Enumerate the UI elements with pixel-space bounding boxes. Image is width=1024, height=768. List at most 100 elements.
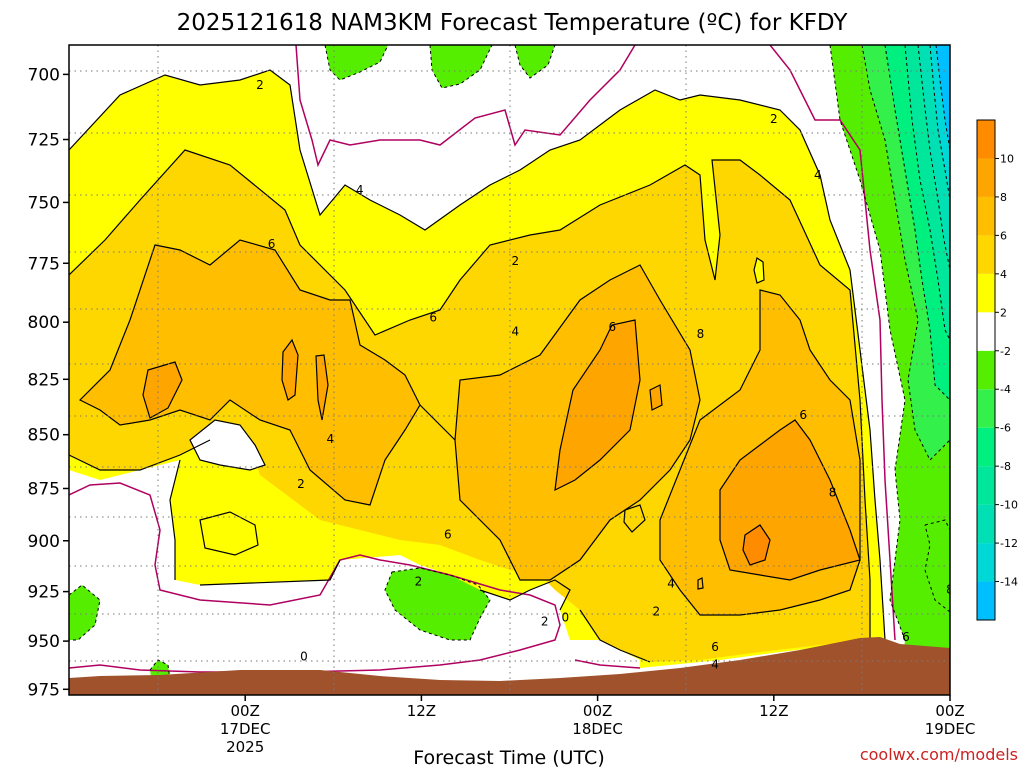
colorbar-swatch bbox=[977, 389, 995, 428]
contour-value-label: 4 bbox=[356, 183, 364, 197]
grid bbox=[69, 45, 950, 695]
region-above-6 bbox=[80, 240, 860, 615]
contour-value-label: 6 bbox=[902, 630, 910, 644]
colorbar-label: -14 bbox=[1000, 576, 1018, 589]
colorbar-swatch bbox=[977, 235, 995, 274]
pocket-yellow-right bbox=[754, 258, 764, 283]
contour-value-label: 0 bbox=[561, 611, 569, 625]
region-cold-right-low bbox=[925, 520, 950, 612]
colorbar-swatch bbox=[977, 504, 995, 544]
x-tick-label: 17DEC bbox=[220, 720, 271, 738]
y-tick-label: 800 bbox=[28, 313, 60, 333]
region-cold-top-2 bbox=[430, 45, 492, 88]
pocket-white-left bbox=[190, 420, 265, 470]
contour-value-label: 2 bbox=[541, 614, 549, 628]
freezing-line-right bbox=[769, 45, 896, 641]
colorbar-swatch bbox=[977, 581, 995, 620]
colorbar-swatch bbox=[977, 158, 995, 197]
freezing-line-bottom bbox=[574, 659, 641, 669]
y-tick-label: 825 bbox=[28, 370, 60, 390]
contour-value-label: 2 bbox=[297, 477, 305, 491]
contour-value-label: 2 bbox=[512, 254, 520, 268]
colorbar-swatch bbox=[977, 350, 995, 390]
region-above-10 bbox=[743, 525, 770, 565]
chart-title: 2025121618 NAM3KM Forecast Temperature (… bbox=[177, 10, 849, 36]
region-above-8 bbox=[143, 320, 860, 580]
y-axis: 700 725 750 775 800 825 850 875 900 925 950 975 bbox=[28, 65, 69, 700]
colorbar-swatch bbox=[977, 273, 995, 313]
x-tick-label: 00Z bbox=[935, 702, 964, 720]
colorbar-label: 8 bbox=[1000, 191, 1007, 204]
colorbar-swatch bbox=[977, 427, 995, 467]
colorbar: 10 8 6 4 2 -2 -4 -6 -8 -10 -12 -14 bbox=[976, 119, 1018, 621]
y-tick-label: 775 bbox=[28, 254, 60, 274]
colorbar-label: -12 bbox=[1000, 537, 1018, 550]
colorbar-label: 6 bbox=[1000, 229, 1007, 242]
y-tick-label: 750 bbox=[28, 193, 60, 213]
colorbar-swatch bbox=[977, 466, 995, 505]
contour-value-label: 6 bbox=[711, 640, 719, 654]
dashed-contours bbox=[69, 45, 950, 681]
terrain bbox=[69, 637, 950, 695]
contour-value-label: 4 bbox=[711, 657, 719, 671]
region-cold-lower bbox=[385, 568, 490, 640]
y-tick-label: 725 bbox=[28, 131, 60, 151]
x-tick-label: 12Z bbox=[407, 702, 436, 720]
colorbar-label: 2 bbox=[1000, 306, 1007, 319]
y-tick-label: 925 bbox=[28, 583, 60, 603]
pocket-yellow-low bbox=[200, 512, 258, 555]
contour-value-label: 2 bbox=[256, 78, 264, 92]
contour-value-label: 8 bbox=[946, 583, 954, 597]
colorbar-label: 4 bbox=[1000, 268, 1007, 281]
x-tick-label: 18DEC bbox=[572, 720, 623, 738]
pocket-gold-small bbox=[624, 505, 645, 532]
x-tick-label: 12Z bbox=[759, 702, 788, 720]
colorbar-label: -6 bbox=[1000, 422, 1011, 435]
contour-value-label: 6 bbox=[608, 320, 616, 334]
contour-value-label: 2 bbox=[415, 575, 423, 589]
y-tick-label: 700 bbox=[28, 65, 60, 85]
contour-value-label: 2 bbox=[770, 112, 778, 126]
contour-value-label: 8 bbox=[697, 327, 705, 341]
region-cold-top-1 bbox=[325, 45, 388, 80]
freezing-line-upper bbox=[295, 45, 636, 168]
contour-value-label: 0 bbox=[300, 650, 308, 664]
contour-value-label: 6 bbox=[799, 408, 807, 422]
colorbar-frame bbox=[976, 119, 996, 621]
region-cold-top-3 bbox=[515, 45, 555, 78]
x-tick-label: 00Z bbox=[231, 702, 260, 720]
credit-text: coolwx.com/models bbox=[860, 745, 1018, 764]
contour-value-label: 4 bbox=[814, 168, 822, 182]
colorbar-label: -8 bbox=[1000, 460, 1011, 473]
colorbar-label: -10 bbox=[1000, 499, 1018, 512]
contour-value-label: 8 bbox=[829, 486, 837, 500]
contour-value-label: 6 bbox=[444, 528, 452, 542]
region-cold-left bbox=[69, 585, 100, 640]
contour-value-label: 4 bbox=[667, 577, 675, 591]
x-tick-label: 19DEC bbox=[925, 720, 976, 738]
colorbar-swatch bbox=[977, 543, 995, 582]
x-tick-label: 00Z bbox=[583, 702, 612, 720]
colorbar-swatch bbox=[977, 196, 995, 236]
contour-value-label: 2 bbox=[653, 605, 661, 619]
colorbar-label: -4 bbox=[1000, 383, 1011, 396]
x-axis-title: Forecast Time (UTC) bbox=[413, 747, 604, 768]
colorbar-swatch bbox=[977, 312, 995, 351]
contour-value-label: 6 bbox=[429, 311, 437, 325]
y-tick-label: 900 bbox=[28, 532, 60, 552]
y-tick-label: 950 bbox=[28, 632, 60, 652]
y-tick-label: 875 bbox=[28, 479, 60, 499]
contour-value-label: 6 bbox=[268, 237, 276, 251]
y-tick-label: 850 bbox=[28, 426, 60, 446]
contour-value-label: 4 bbox=[327, 432, 335, 446]
colorbar-label: -2 bbox=[1000, 345, 1011, 358]
freezing-line-lower bbox=[69, 482, 561, 673]
colorbar-swatch bbox=[977, 120, 995, 159]
contour-value-label: 4 bbox=[512, 324, 520, 338]
x-tick-label: 2025 bbox=[226, 738, 264, 756]
colorbar-label: 10 bbox=[1000, 152, 1014, 165]
